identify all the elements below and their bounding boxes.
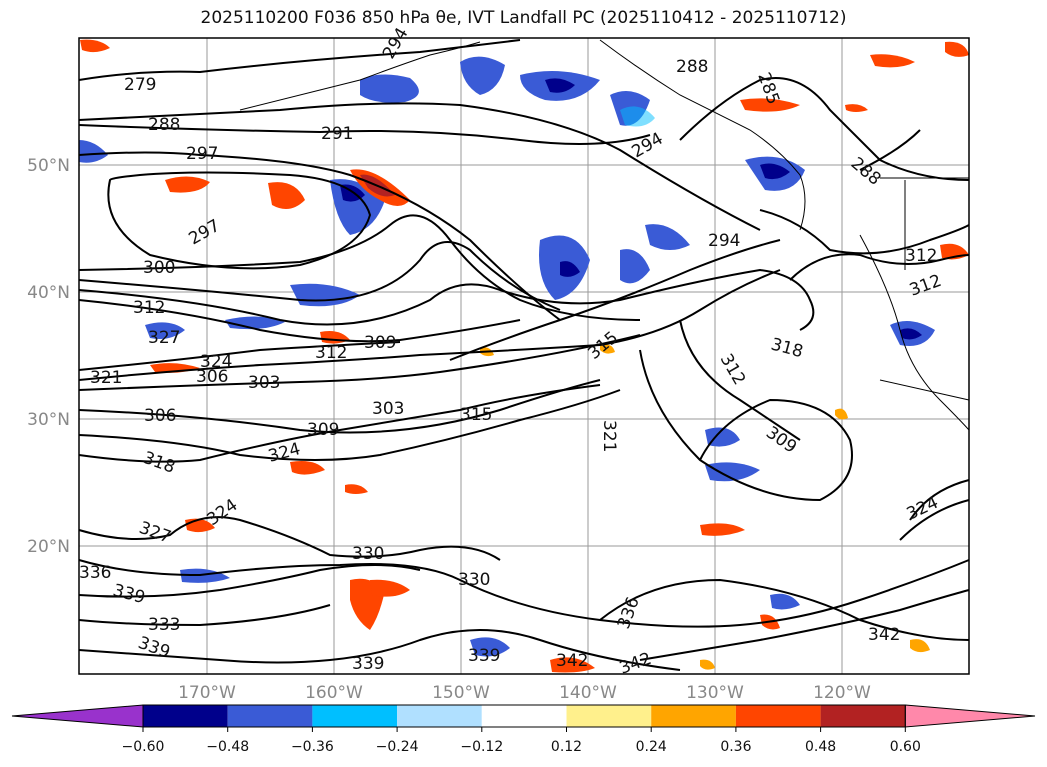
contour-label: 333 xyxy=(148,615,180,635)
contour-label: 315 xyxy=(460,405,492,425)
lon-label: 150°W xyxy=(432,683,490,703)
colorbar-swatch xyxy=(481,705,567,727)
contour-label: 312 xyxy=(315,343,347,363)
lon-labels: 170°W 160°W 150°W 140°W 130°W 120°W xyxy=(178,683,871,703)
colorbar-swatch xyxy=(820,705,906,727)
coastlines xyxy=(239,39,970,431)
colorbar-tick-label: 0.36 xyxy=(720,739,751,755)
contour-label: 339 xyxy=(352,654,384,674)
contours xyxy=(78,39,970,671)
contour-label: 288 xyxy=(676,57,708,77)
contour-label: 312 xyxy=(133,298,165,318)
contour-label: 297 xyxy=(186,144,218,164)
contour-label: 312 xyxy=(905,246,937,266)
colorbar: −0.60 −0.48 −0.36 −0.24 −0.12 0.12 0.24 0.36 0.4… xyxy=(11,704,1036,755)
contour-label: 303 xyxy=(372,399,404,419)
colorbar-tick-label: −0.36 xyxy=(291,739,334,755)
colorbar-outline xyxy=(142,704,906,728)
colorbar-swatch xyxy=(566,705,652,727)
contour-label: 306 xyxy=(144,406,176,426)
colorbar-swatch xyxy=(143,705,228,727)
lat-label: 30°N xyxy=(27,410,70,430)
colorbar-tick-label: 0.12 xyxy=(551,739,582,755)
contour-label: 291 xyxy=(321,124,353,144)
contour-label: 339 xyxy=(468,646,500,666)
lat-label: 40°N xyxy=(27,283,70,303)
contour-label: 303 xyxy=(248,373,280,393)
colorbar-tick-label: −0.48 xyxy=(206,739,249,755)
contour-label: 336 xyxy=(79,563,111,583)
contour-label: 288 xyxy=(148,115,180,135)
colorbar-extend-high xyxy=(904,704,1036,728)
contour-label: 321 xyxy=(90,368,122,388)
contour-label: 306 xyxy=(196,367,228,387)
map-panel xyxy=(78,37,970,675)
lon-label: 130°W xyxy=(686,683,744,703)
map-border xyxy=(78,37,970,675)
contour-label: 324 xyxy=(200,352,232,372)
contour-label: 279 xyxy=(124,75,156,95)
colorbar-tick-label: −0.60 xyxy=(122,739,165,755)
colorbar-swatch xyxy=(312,705,398,727)
colorbar-tick-label: 0.24 xyxy=(636,739,667,755)
map-title: 2025110200 F036 850 hPa θe, IVT Landfall… xyxy=(200,8,847,28)
colorbar-tick-label: 0.48 xyxy=(805,739,836,755)
contour-label: 309 xyxy=(307,420,339,440)
colorbar-tick-label: −0.24 xyxy=(376,739,419,755)
lat-label: 50°N xyxy=(27,156,70,176)
colorbar-tick-label: 0.60 xyxy=(890,739,921,755)
contour-label: 342 xyxy=(868,625,900,645)
colorbar-extend-low xyxy=(11,704,144,728)
lon-label: 170°W xyxy=(178,683,236,703)
contour-label: 330 xyxy=(458,570,490,590)
contour-label: 327 xyxy=(148,328,180,348)
colorbar-swatch xyxy=(227,705,313,727)
lon-label: 120°W xyxy=(813,683,871,703)
colorbar-tick-label: −0.12 xyxy=(460,739,503,755)
colorbar-swatch xyxy=(735,705,821,727)
contour-label: 300 xyxy=(143,258,175,278)
lat-label: 20°N xyxy=(27,537,70,557)
contour-label: 309 xyxy=(364,333,396,353)
contour-label: 330 xyxy=(352,544,384,564)
lat-labels: 50°N 40°N 30°N 20°N xyxy=(27,156,70,557)
contour-label: 342 xyxy=(556,651,588,671)
contour-label: 321 xyxy=(599,420,619,452)
colorbar-swatch xyxy=(397,705,482,727)
colorbar-swatch xyxy=(651,705,736,727)
contour-label: 294 xyxy=(708,231,740,251)
lon-label: 140°W xyxy=(559,683,617,703)
lon-label: 160°W xyxy=(305,683,363,703)
shaded-field xyxy=(79,39,969,673)
